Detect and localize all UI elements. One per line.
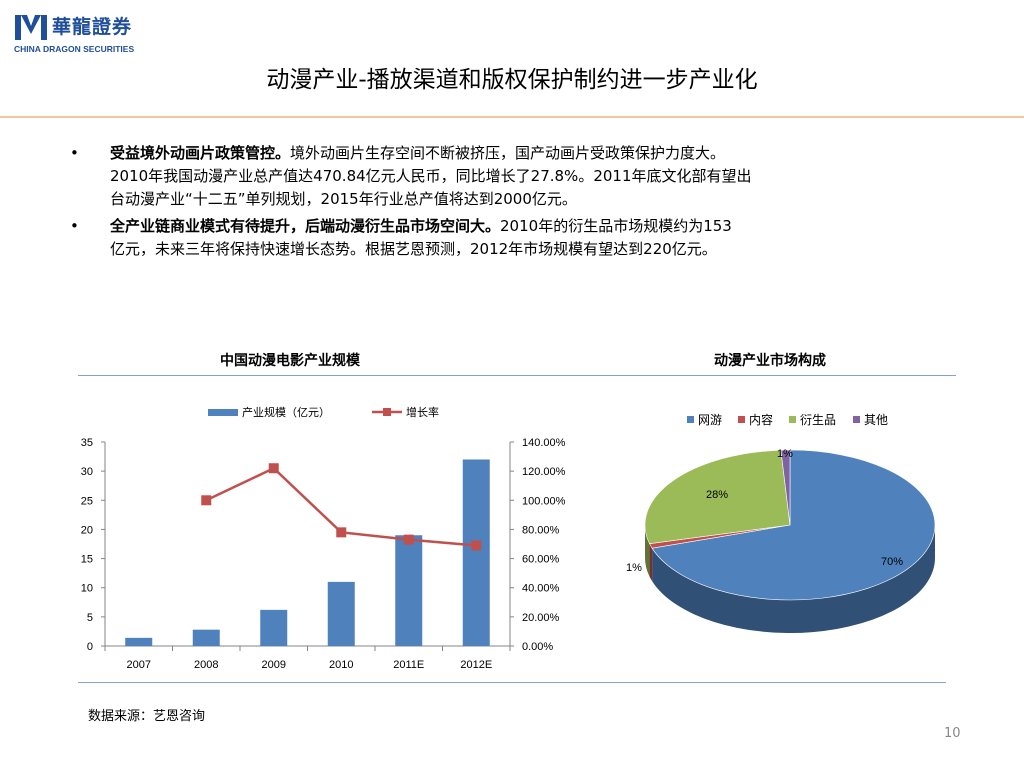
data-source: 数据来源：艺恩咨询 bbox=[88, 709, 206, 724]
y-tick-label: 0 bbox=[87, 641, 93, 653]
pie-slice bbox=[651, 449, 936, 601]
logo-chinese-text: 華龍證券 bbox=[52, 16, 133, 38]
x-tick-label: 2010 bbox=[329, 659, 353, 671]
legend-label: 内容 bbox=[749, 412, 773, 427]
pie-slice bbox=[644, 449, 791, 544]
growth-marker bbox=[471, 540, 482, 551]
y2-tick-label: 20.00% bbox=[522, 612, 560, 624]
pie-slice bbox=[780, 449, 791, 526]
pie-data-label: 70% bbox=[881, 556, 903, 568]
dragon-logo-icon bbox=[15, 15, 47, 40]
growth-marker bbox=[268, 463, 279, 474]
bullet-symbol: • bbox=[70, 144, 79, 162]
bullet-line: 2010年的衍生品市场规模约为153 bbox=[500, 217, 732, 235]
y2-tick-label: 120.00% bbox=[522, 466, 566, 478]
legend-label: 产业规模（亿元） bbox=[242, 405, 330, 419]
pie-side bbox=[645, 525, 650, 577]
title-divider bbox=[0, 116, 1024, 118]
x-tick-label: 2007 bbox=[127, 659, 151, 671]
legend-label: 其他 bbox=[864, 413, 888, 427]
legend-marker bbox=[383, 408, 391, 416]
company-logo: 華龍證券 CHINA DRAGON SECURITIES bbox=[14, 10, 148, 58]
growth-marker bbox=[336, 527, 347, 538]
y-tick-label: 20 bbox=[81, 524, 93, 536]
bullet-line: 台动漫产业“十二五”单列规划，2015年行业总产值将达到2000亿元。 bbox=[110, 190, 577, 208]
pie-data-label: 1% bbox=[626, 562, 642, 574]
legend-swatch bbox=[853, 416, 860, 423]
bullet-item: • 全产业链商业模式有待提升，后端动漫衍生品市场空间大。2010年的衍生品市场规… bbox=[70, 215, 940, 261]
legend-label: 增长率 bbox=[406, 405, 439, 419]
x-tick-label: 2012E bbox=[460, 659, 492, 671]
chart-top-rule bbox=[78, 375, 956, 376]
y2-tick-label: 80.00% bbox=[522, 524, 560, 536]
y-tick-label: 25 bbox=[81, 495, 93, 507]
bar bbox=[260, 609, 288, 646]
pie-side bbox=[652, 525, 935, 633]
bullet-list: • 受益境外动画片政策管控。境外动画片生存空间不断被挤压，国产动画片受政策保护力… bbox=[70, 142, 940, 265]
bar bbox=[327, 581, 355, 646]
pie-data-label: 1% bbox=[777, 448, 793, 460]
y-tick-label: 35 bbox=[81, 437, 93, 449]
pie-data-label: 28% bbox=[706, 489, 728, 501]
bullet-line: 境外动画片生存空间不断被挤压，国产动画片受政策保护力度大。 bbox=[290, 144, 726, 162]
y-tick-label: 10 bbox=[81, 583, 93, 595]
x-tick-label: 2009 bbox=[262, 659, 286, 671]
legend-label: 网游 bbox=[698, 413, 722, 427]
legend-label: 衍生品 bbox=[800, 413, 836, 427]
legend-swatch bbox=[687, 416, 694, 423]
page-number: 10 bbox=[944, 726, 961, 741]
y2-tick-label: 40.00% bbox=[522, 583, 560, 595]
bullet-lead: 受益境外动画片政策管控。 bbox=[110, 144, 291, 162]
y-tick-label: 30 bbox=[81, 466, 93, 478]
market-composition-pie-chart: 网游 内容 衍生品 其他 70% 1% 28% 1% bbox=[626, 412, 936, 633]
bar bbox=[125, 637, 153, 646]
legend-swatch-bar bbox=[208, 409, 238, 416]
bullet-item: • 受益境外动画片政策管控。境外动画片生存空间不断被挤压，国产动画片受政策保护力… bbox=[70, 142, 940, 211]
y-tick-label: 15 bbox=[81, 554, 93, 566]
bullet-symbol: • bbox=[70, 217, 79, 235]
pie-side bbox=[649, 543, 653, 582]
y2-tick-label: 100.00% bbox=[522, 495, 566, 507]
slide-title: 动漫产业-播放渠道和版权保护制约进一步产业化 bbox=[266, 67, 758, 93]
left-chart-title: 中国动漫电影产业规模 bbox=[220, 353, 360, 369]
chart-bottom-rule bbox=[78, 682, 946, 683]
y-tick-label: 5 bbox=[87, 612, 93, 624]
logo-english-text: CHINA DRAGON SECURITIES bbox=[14, 44, 135, 54]
bar bbox=[462, 459, 490, 646]
y2-tick-label: 140.00% bbox=[522, 437, 566, 449]
legend-swatch bbox=[738, 416, 745, 423]
growth-marker bbox=[403, 534, 414, 545]
x-tick-label: 2011E bbox=[393, 659, 424, 671]
bullet-line: 亿元，未来三年将保持快速增长态势。根据艺恩预测，2012年市场规模有望达到220… bbox=[110, 240, 717, 258]
bullet-line: 2010年我国动漫产业总产值达470.84亿元人民币，同比增长了27.8%。20… bbox=[110, 167, 752, 185]
bar bbox=[192, 629, 220, 646]
bullet-lead: 全产业链商业模式有待提升，后端动漫衍生品市场空间大。 bbox=[110, 217, 501, 235]
bar bbox=[395, 535, 423, 646]
growth-marker bbox=[201, 495, 212, 506]
right-chart-title: 动漫产业市场构成 bbox=[714, 353, 826, 369]
y2-tick-label: 60.00% bbox=[522, 554, 560, 566]
legend-swatch bbox=[789, 416, 796, 423]
industry-scale-chart: 产业规模（亿元） 增长率 0 5 10 15 20 25 30 35 0.00% 20.00% 40.0… bbox=[81, 405, 566, 671]
y2-tick-label: 0.00% bbox=[522, 641, 553, 653]
x-tick-label: 2008 bbox=[194, 659, 218, 671]
